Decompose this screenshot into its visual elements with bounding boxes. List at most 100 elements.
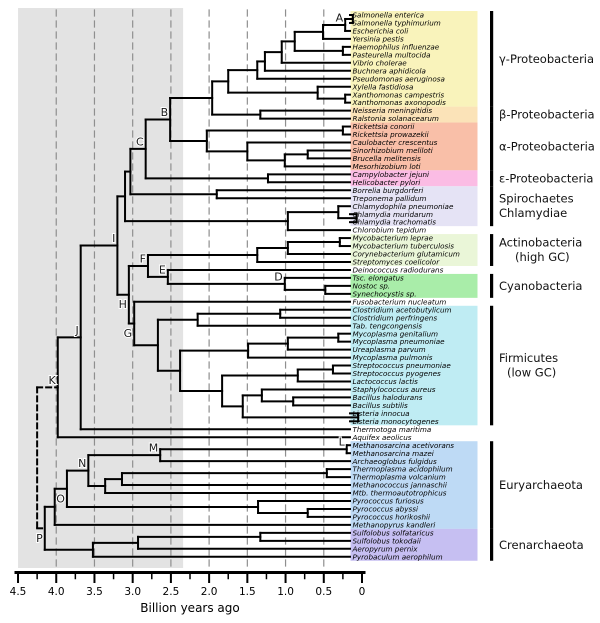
species-label: Pseudomonas aeruginosa <box>353 74 445 83</box>
species-label: Streptococcus pyogenes <box>353 369 442 378</box>
node-letter-I: I <box>112 232 115 245</box>
species-label: Staphylococcus aureus <box>353 385 436 394</box>
group-label-0: γ-Proteobacteria <box>499 52 594 66</box>
axis-tick-label: 1.5 <box>239 586 256 598</box>
species-label: Helicobacter pylori <box>353 178 421 187</box>
group-label-5: Actinobacteria <box>499 236 582 250</box>
species-label: Mycobacterium leprae <box>353 234 434 243</box>
species-label: Borrelia burgdorferi <box>353 186 424 195</box>
axis-tick-label: 1.0 <box>277 586 294 598</box>
group-label-7: Firmicutes <box>499 351 558 365</box>
species-label: Nostoc sp. <box>353 281 391 290</box>
group-highlight-5 <box>350 234 478 266</box>
species-label: Listeria monocytogenes <box>353 417 439 426</box>
group-highlight-8 <box>350 441 478 529</box>
species-label: Clostridium acetobutylicum <box>353 305 452 314</box>
group-bar-4 <box>490 186 494 227</box>
axis-tick-label: 4.0 <box>48 586 65 598</box>
species-label: Mycobacterium tuberculosis <box>353 242 455 251</box>
species-label: Listeria innocua <box>353 409 410 418</box>
species-label: Deinococcus radiodurans <box>353 266 444 275</box>
species-label: Chlamydia muridarum <box>353 210 433 219</box>
species-label: Lactococcus lactis <box>353 377 419 386</box>
species-label: Tsc. elongatus <box>353 274 405 283</box>
species-label: Corynebacterium glutamicum <box>353 250 460 259</box>
group-label-7: (low GC) <box>507 366 556 380</box>
group-label-1: β-Proteobacteria <box>499 108 595 122</box>
species-label: Methanosarcina acetivorans <box>353 441 455 450</box>
species-label: Thermoplasma volcanium <box>353 473 446 482</box>
group-label-2: α-Proteobacteria <box>499 139 595 153</box>
group-highlight-2 <box>350 122 478 171</box>
species-label: Bacillus halodurans <box>353 393 423 402</box>
species-label: Pyrococcus furiosus <box>353 497 425 506</box>
node-letter-C: C <box>136 135 144 148</box>
group-highlight-9 <box>350 528 478 561</box>
species-label: Xanthomonas campestris <box>352 90 445 99</box>
species-label: Thermotoga maritima <box>353 425 432 434</box>
species-label: Synechocystis sp. <box>353 289 417 298</box>
species-label: Pasteurella multocida <box>353 50 431 59</box>
group-label-6: Cyanobacteria <box>499 279 582 293</box>
group-label-9: Crenarchaeota <box>499 538 584 552</box>
node-letter-N: N <box>78 457 86 470</box>
axis-tick-label: 2.5 <box>163 586 180 598</box>
group-highlight-0 <box>350 11 478 107</box>
species-label: Caulobacter crescentus <box>353 138 438 147</box>
species-label: Chlorobium tepidum <box>353 226 427 235</box>
axis-tick-label: 4.5 <box>10 586 27 598</box>
species-label: Streptococcus pneumoniae <box>353 361 452 370</box>
species-label: Mtb. thermoautotrophicus <box>353 489 447 498</box>
group-label-3: ε-Proteobacteria <box>499 171 593 185</box>
group-highlight-7 <box>350 305 478 426</box>
species-label: Clostridium perfringens <box>353 313 438 322</box>
group-highlight-3 <box>350 170 478 187</box>
species-label: Salmonella typhimurium <box>353 19 441 28</box>
species-label: Yersinia pestis <box>353 35 405 44</box>
axis-tick-label: 2.0 <box>201 586 218 598</box>
axis-title: Billion years ago <box>140 601 239 615</box>
species-label: Ureaplasma parvum <box>353 345 426 354</box>
species-label: Pyrobaculum aerophilum <box>353 552 443 561</box>
species-label: Methanosarcina mazei <box>353 449 434 458</box>
node-letter-G: G <box>124 327 133 340</box>
species-label: Fusobacterium nucleatum <box>353 297 447 306</box>
axis-tick-label: 3.5 <box>86 586 103 598</box>
node-letter-L: L <box>339 436 346 449</box>
species-label: Streptomyces coelicolor <box>353 258 441 267</box>
group-label-4: Chlamydiae <box>499 206 567 220</box>
node-letter-P: P <box>36 532 43 545</box>
group-bar-5 <box>490 234 494 266</box>
group-label-8: Euryarchaeota <box>499 478 583 492</box>
group-label-5: (high GC) <box>515 250 570 264</box>
species-label: Escherichia coli <box>353 27 409 36</box>
species-label: Chlamydia trachomatis <box>353 218 437 227</box>
group-bar-1 <box>490 106 494 123</box>
group-highlight-1 <box>350 106 478 123</box>
species-label: Mesorhizobium loti <box>353 162 421 171</box>
species-label: Neisseria meningitidis <box>353 106 433 115</box>
node-letter-O: O <box>56 492 65 505</box>
species-label: Sulfolobus solfataricus <box>353 528 434 537</box>
group-bar-7 <box>490 305 494 426</box>
species-label: Vibrio cholerae <box>353 58 408 67</box>
group-bar-2 <box>490 122 494 171</box>
species-label: Thermoplasma acidophilum <box>353 465 453 474</box>
group-highlight-4 <box>350 186 478 227</box>
species-label: Salmonella enterica <box>353 11 425 20</box>
node-letter-D: D <box>274 270 282 283</box>
node-letter-H: H <box>119 298 127 311</box>
species-label: Mycoplasma pneumoniae <box>353 337 446 346</box>
node-letter-J: J <box>74 324 78 337</box>
node-letter-E: E <box>159 263 166 276</box>
species-label: Aquifex aeolicus <box>352 433 412 442</box>
axis-tick-label: 0 <box>359 586 366 598</box>
species-label: Treponema pallidum <box>353 194 427 203</box>
node-letter-M: M <box>149 442 159 455</box>
species-label: Archaeoglobus fulgidus <box>352 457 437 466</box>
species-label: Chlamydophila pneumoniae <box>353 202 454 211</box>
group-highlight-6 <box>350 273 478 298</box>
species-label: Pyrococcus abyssi <box>353 505 418 514</box>
